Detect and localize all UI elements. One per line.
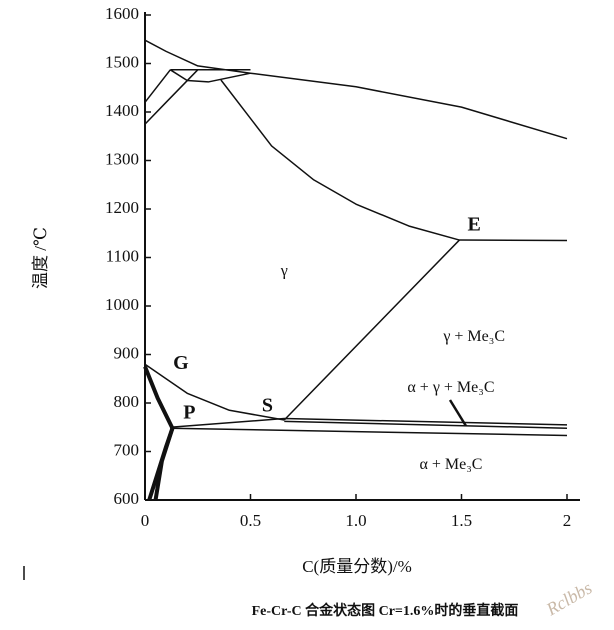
region-label: S (262, 394, 273, 416)
y-tick-label: 1500 (105, 52, 139, 71)
x-tick-label: 0 (141, 511, 150, 530)
phase-boundary (283, 239, 460, 421)
y-tick-label: 1600 (105, 4, 139, 23)
region-label: G (173, 352, 189, 374)
region-label: γ (280, 263, 288, 280)
phase-boundary (144, 69, 171, 103)
y-tick-label: 900 (114, 343, 140, 362)
y-tick-label: 1200 (105, 198, 139, 217)
region-label: α + γ + Me₃C (407, 379, 494, 396)
phase-boundary (170, 417, 568, 428)
phase-boundary (170, 427, 568, 437)
x-tick-label: 2 (563, 511, 572, 530)
pointer (448, 399, 468, 427)
phase-boundary (144, 39, 568, 140)
y-axis-label: 温度 /℃ (31, 227, 50, 289)
phase-boundary (220, 79, 460, 241)
x-tick-label: 1.0 (345, 511, 366, 530)
x-tick-label: 1.5 (451, 511, 472, 530)
phase-boundary (169, 69, 251, 83)
region-label: α + Me₃C (419, 456, 482, 473)
phase-boundary (284, 420, 568, 429)
y-tick-label: 600 (114, 489, 140, 508)
caption: Fe-Cr-C 合金状态图 Cr=1.6%时的垂直截面 (252, 602, 519, 619)
y-tick-label: 1000 (105, 295, 139, 314)
y-tick-label: 700 (114, 440, 140, 459)
region-label: P (183, 401, 195, 423)
x-axis-label: C(质量分数)/% (302, 557, 412, 576)
y-tick-label: 1300 (105, 149, 139, 168)
phase-boundary (144, 69, 199, 125)
region-label: γ + Me₃C (442, 328, 505, 345)
y-tick-label: 1400 (105, 101, 139, 120)
x-tick-label: 0.5 (240, 511, 261, 530)
y-tick-label: 1100 (106, 246, 139, 265)
phase-boundary (144, 363, 285, 421)
watermark: Rclbbs (542, 577, 595, 619)
phase-boundary (147, 427, 175, 501)
y-tick-label: 800 (114, 392, 140, 411)
region-label: E (467, 214, 480, 236)
phase-boundary (143, 365, 175, 501)
